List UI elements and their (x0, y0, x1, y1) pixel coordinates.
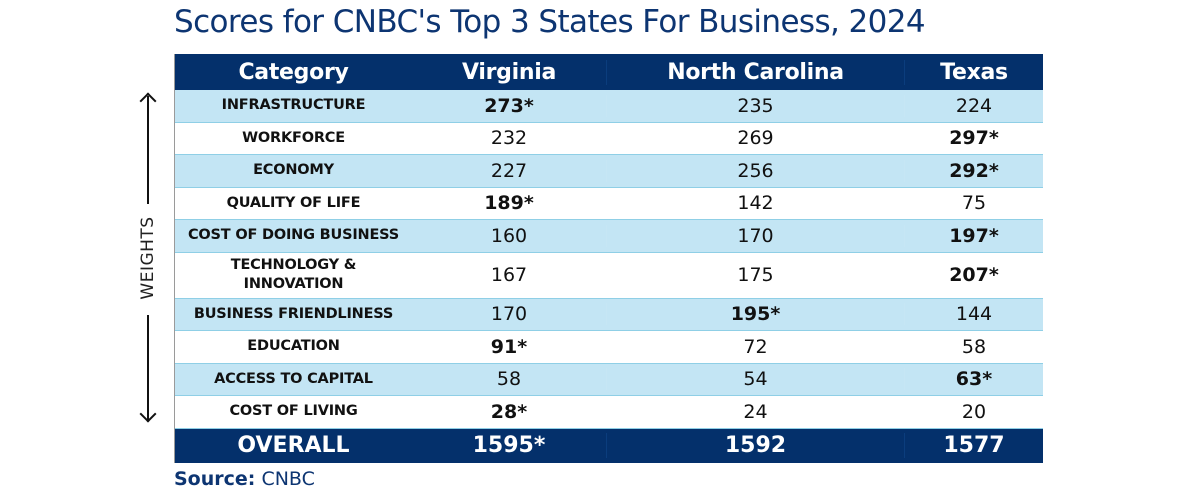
north-carolina-value: 72 (606, 335, 904, 358)
header-virginia: Virginia (462, 59, 556, 85)
header-category: Category (238, 59, 349, 85)
category-label: WORKFORCE (242, 129, 345, 146)
north-carolina-value: 269 (606, 127, 904, 150)
table-row: WORKFORCE 232 269 297* (175, 122, 1043, 155)
arrow-down-icon (139, 405, 157, 423)
source-note: Source: CNBC (174, 468, 315, 490)
virginia-overall: 1595* (472, 433, 546, 458)
texas-value: 75 (904, 192, 1043, 215)
texas-value: 292* (904, 159, 1043, 182)
table-row: INFRASTRUCTURE 273* 235 224 (175, 90, 1043, 123)
virginia-value: 232 (490, 127, 528, 150)
virginia-value: 91* (490, 335, 528, 358)
virginia-value: 170 (490, 303, 528, 326)
texas-value: 197* (904, 224, 1043, 247)
header-texas: Texas (904, 59, 1043, 85)
texas-overall: 1577 (904, 433, 1043, 458)
category-label: INFRASTRUCTURE (221, 97, 366, 114)
table-row: EDUCATION 91* 72 58 (175, 331, 1043, 364)
table-row: COST OF LIVING 28* 24 20 (175, 396, 1043, 429)
category-label: ACCESS TO CAPITAL (214, 370, 373, 387)
virginia-value: 189* (484, 192, 534, 215)
table-header-row: Category Virginia North Carolina Texas (175, 54, 1043, 90)
scores-table: Category Virginia North Carolina Texas I… (174, 54, 1043, 463)
overall-row: OVERALL 1595* 1592 1577 (175, 428, 1043, 463)
virginia-value: 227 (490, 159, 528, 182)
overall-label: OVERALL (237, 433, 350, 458)
category-label: COST OF LIVING (229, 403, 358, 420)
category-label: QUALITY OF LIFE (226, 194, 361, 211)
texas-value: 63* (904, 368, 1043, 391)
chart-title: Scores for CNBC's Top 3 States For Busin… (174, 4, 926, 40)
source-value: CNBC (261, 468, 315, 490)
category-label-line2: INNOVATION (243, 276, 344, 292)
category-label: COST OF DOING BUSINESS (187, 227, 399, 244)
source-label: Source: (174, 468, 256, 490)
category-label: BUSINESS FRIENDLINESS (193, 305, 394, 322)
north-carolina-value: 142 (606, 192, 904, 215)
virginia-value: 273* (484, 94, 534, 117)
category-label: ECONOMY (253, 162, 334, 179)
north-carolina-value: 195* (606, 303, 904, 326)
table-row: TECHNOLOGY & INNOVATION 167 175 207* (175, 252, 1043, 299)
north-carolina-overall: 1592 (606, 433, 904, 458)
table-row: BUSINESS FRIENDLINESS 170 195* 144 (175, 298, 1043, 331)
texas-value: 20 (904, 400, 1043, 423)
virginia-value: 58 (496, 368, 522, 391)
texas-value: 144 (904, 303, 1043, 326)
header-north-carolina: North Carolina (606, 59, 904, 85)
north-carolina-value: 54 (606, 368, 904, 391)
virginia-value: 160 (490, 224, 528, 247)
category-label-line1: TECHNOLOGY & (230, 257, 357, 273)
table-row: ACCESS TO CAPITAL 58 54 63* (175, 363, 1043, 396)
north-carolina-value: 24 (606, 400, 904, 423)
table-row: COST OF DOING BUSINESS 160 170 197* (175, 220, 1043, 253)
virginia-value: 28* (490, 400, 528, 423)
category-label: TECHNOLOGY & INNOVATION (175, 256, 412, 294)
texas-value: 207* (904, 264, 1043, 286)
table-row: ECONOMY 227 256 292* (175, 155, 1043, 188)
north-carolina-value: 175 (606, 264, 904, 286)
category-label: EDUCATION (247, 338, 340, 355)
weights-axis: WEIGHTS (130, 90, 166, 426)
virginia-value: 167 (490, 264, 528, 286)
weights-label: WEIGHTS (138, 216, 158, 300)
texas-value: 58 (904, 335, 1043, 358)
texas-value: 297* (904, 127, 1043, 150)
table-row: QUALITY OF LIFE 189* 142 75 (175, 187, 1043, 220)
weights-line-top (147, 96, 149, 204)
north-carolina-value: 256 (606, 159, 904, 182)
weights-line-bottom (147, 315, 149, 421)
north-carolina-value: 235 (606, 94, 904, 117)
texas-value: 224 (904, 94, 1043, 117)
north-carolina-value: 170 (606, 224, 904, 247)
